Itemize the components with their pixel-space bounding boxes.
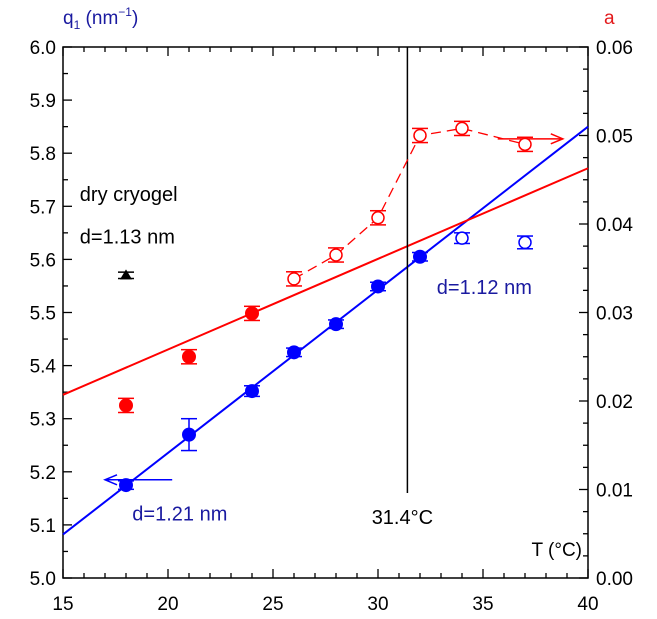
y-right-tick-label: 0.03: [596, 304, 633, 325]
x-tick-label: 20: [157, 594, 178, 615]
y-right-tick-label: 0.05: [596, 127, 633, 148]
data-point: [245, 306, 259, 321]
y-right-axis-label: a: [604, 8, 615, 29]
y-left-tick-label: 5.7: [30, 197, 56, 218]
data-point: [371, 279, 385, 294]
data-point: [413, 249, 427, 264]
x-tick-label: 30: [367, 594, 388, 615]
y-left-tick-label: 5.1: [30, 516, 56, 537]
x-tick-label: 15: [52, 594, 73, 615]
y-left-tick-label: 5.6: [30, 250, 56, 271]
left-arrow-head: [103, 474, 118, 486]
y-right-tick-label: 0.04: [596, 215, 633, 236]
x-axis-label: T (°C): [531, 540, 582, 561]
data-point-triangle: [120, 269, 132, 280]
y-left-tick-label: 5.5: [30, 304, 56, 325]
y-left-axis-label-part: (nm: [80, 8, 118, 29]
y-left-axis-label: q1 (nm−1): [63, 5, 138, 32]
data-point: [182, 427, 196, 442]
data-point: [329, 317, 343, 332]
x-tick-label: 35: [472, 594, 493, 615]
data-point-open: [455, 231, 469, 245]
annotation-dry-text-1: dry cryogel: [80, 184, 178, 206]
data-point: [245, 384, 259, 399]
y-right-tick-label: 0.06: [596, 38, 633, 59]
fit-line-red: [62, 167, 589, 396]
right-arrow-head: [550, 133, 565, 145]
y-left-axis-label-part: ): [132, 8, 138, 29]
annotation-blue-text-right: d=1.12 nm: [437, 277, 532, 299]
y-left-tick-label: 5.2: [30, 463, 56, 484]
y-left-tick-label: 5.9: [30, 91, 56, 112]
y-left-axis-label-part: q: [63, 8, 74, 29]
annotation-dry-text-2: d=1.13 nm: [80, 226, 175, 248]
annotation-temp-text: 31.4°C: [372, 507, 433, 529]
y-left-axis-label-part: −1: [118, 5, 132, 19]
y-right-tick-label: 0.01: [596, 481, 633, 502]
points-layer: [118, 120, 533, 493]
text-layer: 15 20 25 30 35 40 5.0 5.1 5.2 5.3 5.4 5.5 5.6 5.7 5.8 5…: [30, 5, 634, 615]
data-point: [182, 349, 196, 364]
annotation-blue-text-left: d=1.21 nm: [132, 504, 227, 526]
x-tick-label: 25: [262, 594, 283, 615]
y-left-tick-label: 5.4: [30, 357, 57, 378]
fit-line-blue: [62, 125, 589, 536]
y-left-tick-label: 5.0: [30, 569, 56, 590]
data-point-open: [413, 128, 427, 143]
data-point: [119, 478, 133, 493]
x-tick-label: 40: [577, 594, 598, 615]
plot-frame: [62, 46, 589, 579]
data-point-open: [287, 272, 301, 286]
data-point-open: [329, 248, 343, 262]
axes-layer: [62, 46, 589, 579]
data-point-open: [371, 211, 385, 225]
y-left-axis-label-part: 1: [74, 18, 81, 32]
data-point-open: [455, 121, 469, 136]
data-point-open: [518, 235, 532, 250]
series-connector-dashed: [293, 127, 526, 280]
data-point-open: [518, 137, 532, 152]
data-point: [287, 345, 301, 360]
y-left-tick-label: 6.0: [30, 38, 56, 59]
y-right-tick-label: 0.02: [596, 392, 633, 413]
lines-layer: [62, 47, 589, 536]
y-right-tick-label: 0.00: [596, 569, 633, 590]
y-left-tick-label: 5.3: [30, 410, 56, 431]
data-point: [119, 398, 133, 413]
y-left-tick-label: 5.8: [30, 144, 56, 165]
